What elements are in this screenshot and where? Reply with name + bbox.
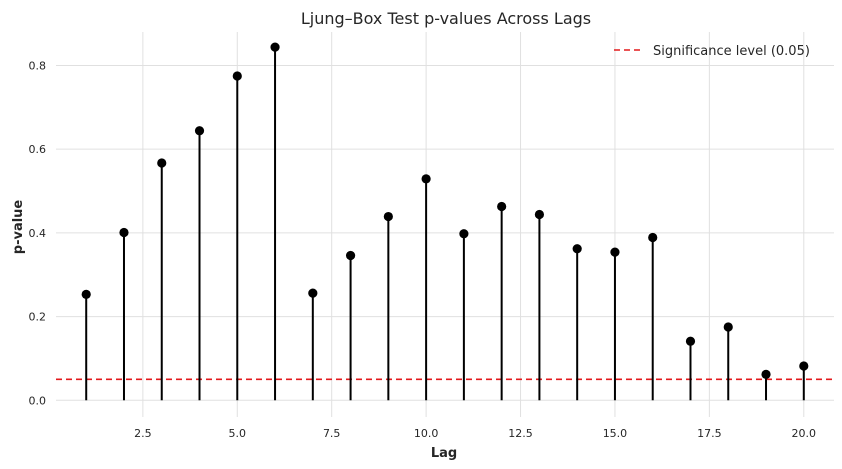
x-tick-label: 12.5 [508,427,533,440]
y-tick-label: 0.2 [29,311,47,324]
x-tick-label: 5.0 [229,427,247,440]
y-axis-label: p-value [11,200,26,255]
stem-marker [308,288,318,298]
stem-marker [799,361,809,371]
stem-marker [497,201,507,212]
x-tick-label: 10.0 [414,427,439,440]
x-tick-label: 2.5 [134,427,152,440]
x-tick-label: 7.5 [323,427,341,440]
stems [81,42,809,401]
y-tick-label: 0.0 [29,394,47,407]
legend: Significance level (0.05) [614,44,810,59]
stem-marker [723,322,733,332]
grid [56,32,834,417]
stem-marker [459,229,469,239]
stem-marker [194,126,205,136]
tick-labels: 2.5 5.0 7.5 10.0 12.5 15.0 17.5 20.0 0.0 0.2 0.4 0.… [29,59,817,440]
stem-marker [270,42,280,52]
y-tick-label: 0.8 [29,59,47,72]
stem-marker [345,250,356,261]
chart-title: Ljung–Box Test p-values Across Lags [301,9,591,28]
x-axis-label: Lag [431,446,457,461]
legend-label-significance: Significance level (0.05) [653,44,810,59]
x-tick-label: 17.5 [697,427,722,440]
stem-marker [81,289,91,299]
stem-marker [232,71,242,81]
stem-marker [572,244,582,254]
stem-marker [421,174,431,184]
stem-marker [119,227,129,238]
stem-marker [610,247,620,257]
stem-marker [534,209,545,220]
stem-marker [157,158,167,168]
stem-marker [761,369,771,379]
x-tick-label: 20.0 [792,427,817,440]
stem-marker [383,211,393,222]
y-tick-label: 0.6 [29,143,47,156]
y-tick-label: 0.4 [29,227,47,240]
x-tick-label: 15.0 [603,427,628,440]
stem-marker [685,336,696,346]
stem-marker [648,232,658,243]
